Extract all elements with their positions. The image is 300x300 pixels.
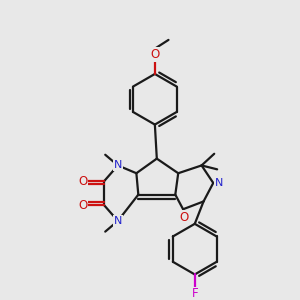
- Text: F: F: [191, 287, 198, 300]
- Text: O: O: [78, 175, 88, 188]
- Text: N: N: [114, 216, 122, 226]
- Text: O: O: [150, 48, 160, 61]
- Text: N: N: [215, 178, 223, 188]
- Text: N: N: [114, 160, 122, 170]
- Text: O: O: [179, 211, 189, 224]
- Text: O: O: [78, 199, 88, 212]
